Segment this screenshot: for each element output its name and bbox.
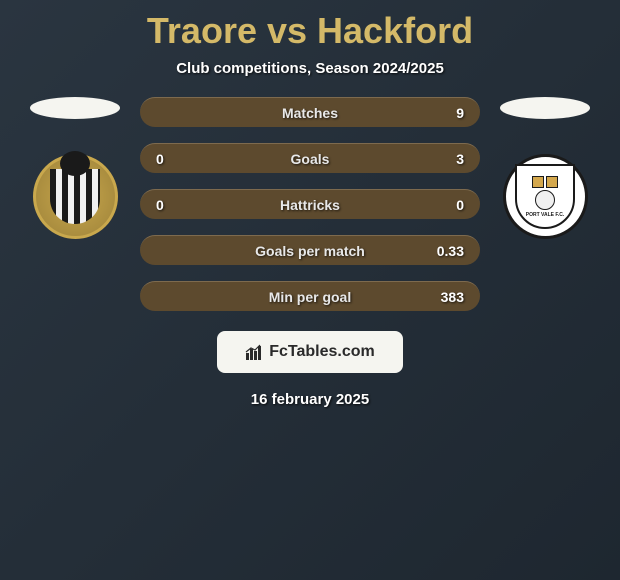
stat-label: Matches (282, 105, 338, 121)
main-area: Matches 9 0 Goals 3 0 Hattricks 0 Goals … (0, 97, 620, 311)
page-title: Traore vs Hackford (147, 10, 473, 52)
right-player-col: PORT VALE F.C. (495, 97, 595, 239)
badge-ball (535, 190, 555, 210)
stat-row-goals: 0 Goals 3 (140, 143, 480, 173)
left-player-avatar-placeholder (30, 97, 120, 119)
badge-ball (60, 151, 90, 176)
port-vale-badge-icon: PORT VALE F.C. (503, 154, 588, 239)
badge-shield: PORT VALE F.C. (515, 164, 575, 229)
logo-text: FcTables.com (269, 343, 375, 361)
badge-text: PORT VALE F.C. (526, 212, 565, 218)
stat-right-value: 383 (424, 289, 464, 305)
stats-column: Matches 9 0 Goals 3 0 Hattricks 0 Goals … (140, 97, 480, 311)
stat-row-goals-per-match: Goals per match 0.33 (140, 235, 480, 265)
stat-label: Hattricks (280, 197, 340, 213)
right-player-avatar-placeholder (500, 97, 590, 119)
notts-county-badge-icon (33, 154, 118, 239)
stat-right-value: 9 (424, 105, 464, 121)
stat-label: Goals (291, 151, 330, 167)
badge-shield (50, 169, 100, 224)
chart-icon (245, 343, 263, 361)
left-player-col (25, 97, 125, 239)
stat-left-value: 0 (156, 151, 196, 167)
stat-row-min-per-goal: Min per goal 383 (140, 281, 480, 311)
stat-row-matches: Matches 9 (140, 97, 480, 127)
stat-label: Min per goal (269, 289, 351, 305)
stat-left-value: 0 (156, 197, 196, 213)
comparison-card: Traore vs Hackford Club competitions, Se… (0, 0, 620, 418)
fctables-logo[interactable]: FcTables.com (217, 331, 403, 373)
badge-squares (532, 176, 558, 188)
stat-right-value: 0 (424, 197, 464, 213)
stat-right-value: 0.33 (424, 243, 464, 259)
date-label: 16 february 2025 (251, 391, 369, 408)
stat-row-hattricks: 0 Hattricks 0 (140, 189, 480, 219)
stat-right-value: 3 (424, 151, 464, 167)
stat-label: Goals per match (255, 243, 365, 259)
page-subtitle: Club competitions, Season 2024/2025 (176, 60, 444, 77)
